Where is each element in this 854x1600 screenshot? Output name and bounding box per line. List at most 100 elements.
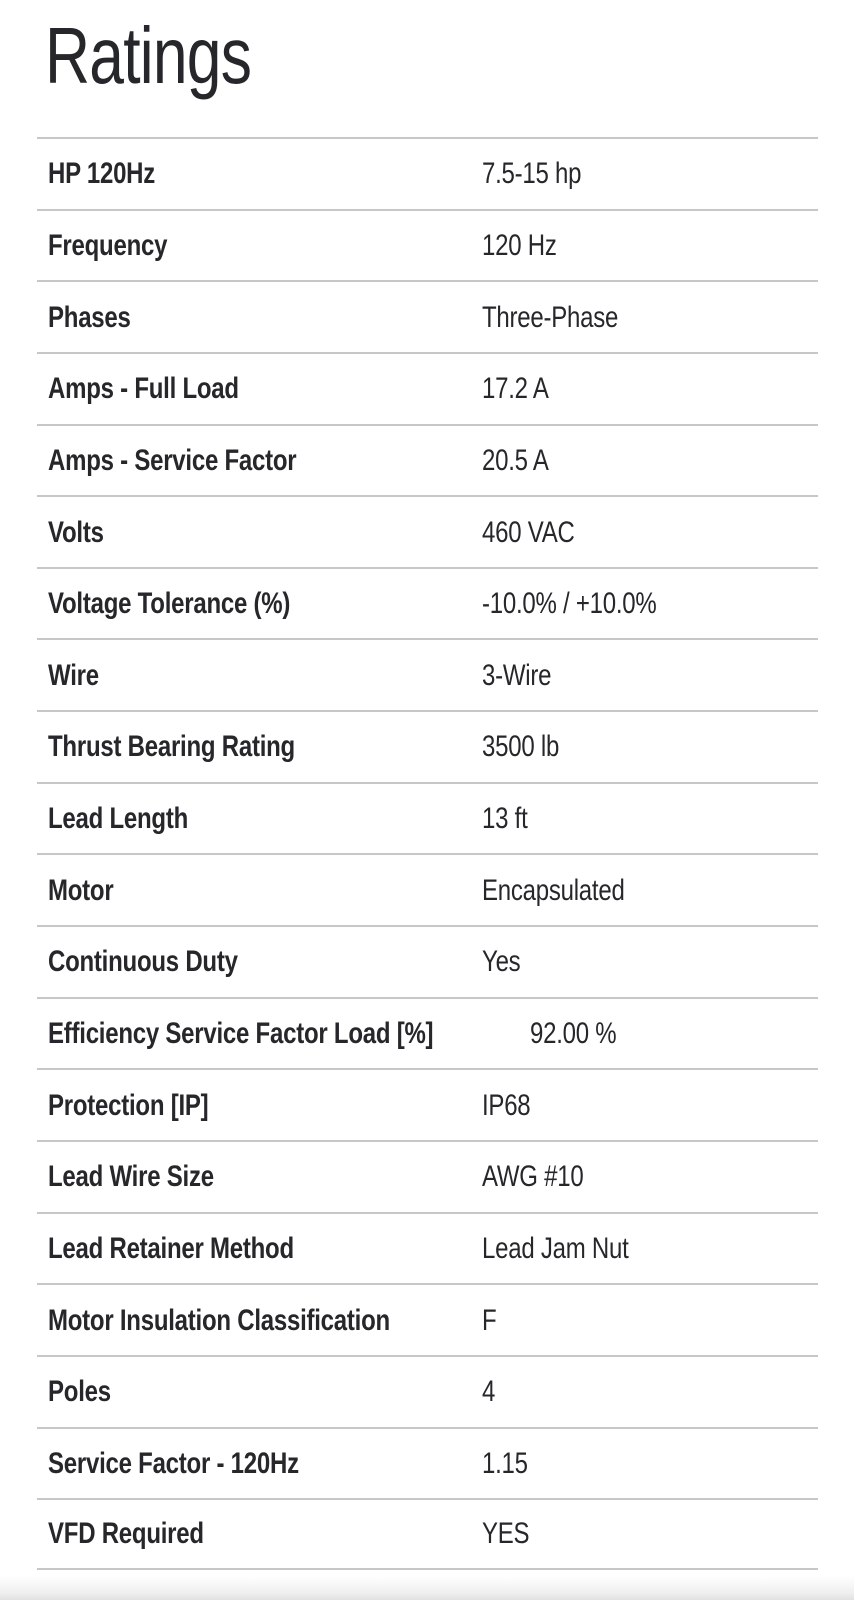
spec-label: Service Factor - 120Hz [48,1446,299,1480]
spec-label: Voltage Tolerance (%) [48,587,291,621]
spec-label: Protection [IP] [48,1088,209,1122]
spec-value: 1.15 [482,1446,528,1480]
spec-label: Thrust Bearing Rating [48,730,295,764]
spec-label-cell: Protection [IP] [37,1089,482,1122]
spec-label: Amps - Service Factor [48,443,297,477]
spec-value-cell: Lead Jam Nut [482,1232,818,1265]
spec-label: Frequency [48,228,168,262]
spec-label-cell: Efficiency Service Factor Load [%] [37,1017,530,1050]
spec-value: F [482,1303,497,1337]
spec-label-cell: Amps - Service Factor [37,444,482,477]
table-row: Poles 4 [37,1354,818,1427]
spec-value-cell: 7.5-15 hp [482,157,818,190]
spec-label: Motor [48,873,114,907]
spec-value: Yes [482,945,521,979]
spec-value: Lead Jam Nut [482,1231,629,1265]
spec-value: AWG #10 [482,1160,584,1194]
spec-value: Encapsulated [482,873,625,907]
spec-label-cell: Amps - Full Load [37,372,482,405]
spec-label-cell: Continuous Duty [37,945,482,978]
table-row: Motor Insulation Classification F [37,1283,818,1355]
spec-value-cell: 13 ft [482,802,818,835]
table-row: Service Factor - 120Hz 1.15 [37,1426,818,1499]
spec-label-cell: Lead Wire Size [37,1160,482,1193]
spec-label-cell: Volts [37,516,482,549]
table-row: Motor Encapsulated [37,853,818,925]
table-row: Voltage Tolerance (%) -10.0% / +10.0% [37,566,818,639]
spec-value-cell: 3500 lb [482,730,818,763]
table-row: Amps - Service Factor 20.5 A [37,423,818,496]
spec-label-cell: Frequency [37,229,482,262]
spec-label-cell: Poles [37,1375,482,1408]
spec-value: 17.2 A [482,372,549,406]
spec-label: Motor Insulation Classification [48,1303,390,1337]
next-section-edge [0,1576,854,1600]
spec-value: 13 ft [482,802,528,836]
table-row: Wire 3-Wire [37,638,818,710]
spec-value-cell: 3-Wire [482,659,818,692]
spec-label: Volts [48,515,104,549]
spec-label: Poles [48,1375,111,1409]
spec-label-cell: Wire [37,659,482,692]
spec-value: 4 [482,1375,496,1409]
spec-label-cell: Motor Insulation Classification [37,1304,482,1337]
spec-value-cell: Three-Phase [482,301,818,334]
spec-value-cell: 120 Hz [482,229,818,262]
spec-label-cell: Lead Length [37,802,482,835]
table-row: Lead Retainer Method Lead Jam Nut [37,1211,818,1284]
spec-label: HP 120Hz [48,157,156,191]
spec-label: Lead Wire Size [48,1160,214,1194]
spec-value-cell: 92.00 % [530,1017,818,1050]
ratings-table: HP 120Hz 7.5-15 hp Frequency 120 Hz Phas… [37,137,818,1570]
spec-label: Lead Length [48,802,189,836]
spec-value: 120 Hz [482,228,557,262]
table-row: Protection [IP] IP68 [37,1068,818,1140]
spec-value-cell: F [482,1304,818,1337]
spec-value-cell: 17.2 A [482,372,818,405]
spec-label-cell: HP 120Hz [37,157,482,190]
spec-label-cell: VFD Required [37,1517,482,1550]
table-row: Lead Wire Size AWG #10 [37,1139,818,1212]
spec-value: 3500 lb [482,730,560,764]
spec-label: Phases [48,300,131,334]
table-row: Volts 460 VAC [37,495,818,567]
spec-value-cell: AWG #10 [482,1160,818,1193]
table-row: Thrust Bearing Rating 3500 lb [37,710,818,782]
spec-value-cell: -10.0% / +10.0% [482,587,818,620]
spec-label: Efficiency Service Factor Load [%] [48,1017,434,1050]
spec-label-cell: Lead Retainer Method [37,1232,482,1265]
spec-value-cell: IP68 [482,1089,818,1122]
spec-label-cell: Service Factor - 120Hz [37,1447,482,1480]
table-row: Frequency 120 Hz [37,208,818,281]
spec-value-cell: 1.15 [482,1447,818,1480]
spec-value-cell: YES [482,1517,818,1550]
table-row: Amps - Full Load 17.2 A [37,351,818,424]
spec-value-cell: 460 VAC [482,516,818,549]
spec-label-cell: Motor [37,874,482,907]
spec-value-cell: 4 [482,1375,818,1408]
spec-value: -10.0% / +10.0% [482,587,657,621]
table-row: Continuous Duty Yes [37,925,818,997]
spec-label-cell: Thrust Bearing Rating [37,730,482,763]
spec-value: 20.5 A [482,443,549,477]
page-title-text: Ratings [45,11,252,100]
table-row: Lead Length 13 ft [37,781,818,854]
spec-value: 7.5-15 hp [482,157,582,191]
spec-label: Lead Retainer Method [48,1231,294,1265]
spec-label: Continuous Duty [48,945,238,979]
spec-value: 3-Wire [482,658,552,692]
spec-label: Wire [48,658,99,692]
spec-label: VFD Required [48,1517,204,1551]
spec-value: IP68 [482,1088,531,1122]
table-row: HP 120Hz 7.5-15 hp [37,137,818,209]
spec-label-cell: Phases [37,301,482,334]
page-title: Ratings [45,16,854,96]
spec-value: 460 VAC [482,515,575,549]
spec-value-cell: 20.5 A [482,444,818,477]
table-row: VFD Required YES [37,1498,818,1570]
spec-label-cell: Voltage Tolerance (%) [37,587,482,620]
table-row: Phases Three-Phase [37,280,818,352]
table-row: Efficiency Service Factor Load [%] 92.00… [37,996,818,1069]
spec-value-cell: Yes [482,945,818,978]
